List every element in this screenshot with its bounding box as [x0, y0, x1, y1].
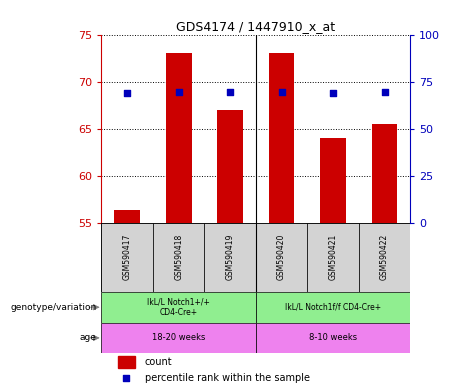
Bar [114, 210, 140, 223]
Title: GDS4174 / 1447910_x_at: GDS4174 / 1447910_x_at [176, 20, 336, 33]
Bar [256, 223, 307, 292]
Bar [307, 223, 359, 292]
Bar [359, 223, 410, 292]
Text: genotype/variation: genotype/variation [11, 303, 97, 312]
Text: GSM590418: GSM590418 [174, 234, 183, 280]
Bar [320, 138, 346, 223]
Text: GSM590420: GSM590420 [277, 234, 286, 280]
Text: GSM590417: GSM590417 [123, 234, 132, 280]
Point [329, 90, 337, 96]
Bar [153, 223, 204, 292]
Point [175, 89, 183, 95]
Bar [269, 53, 295, 223]
Point [381, 89, 388, 95]
Bar [101, 292, 256, 323]
Text: 8-10 weeks: 8-10 weeks [309, 333, 357, 343]
Bar [101, 223, 153, 292]
Bar [372, 124, 397, 223]
Text: age: age [80, 333, 97, 343]
Text: GSM590419: GSM590419 [225, 234, 235, 280]
Bar [256, 323, 410, 353]
Text: 18-20 weeks: 18-20 weeks [152, 333, 205, 343]
Text: percentile rank within the sample: percentile rank within the sample [145, 373, 310, 383]
Point [226, 89, 234, 95]
Bar [204, 223, 256, 292]
Bar [256, 292, 410, 323]
Bar [101, 323, 256, 353]
Point [278, 89, 285, 95]
Text: IkL/L Notch1f/f CD4-Cre+: IkL/L Notch1f/f CD4-Cre+ [285, 303, 381, 312]
Text: IkL/L Notch1+/+
CD4-Cre+: IkL/L Notch1+/+ CD4-Cre+ [147, 298, 210, 317]
Point [124, 90, 131, 96]
Text: count: count [145, 357, 172, 367]
Bar [118, 356, 135, 368]
Text: GSM590421: GSM590421 [329, 234, 337, 280]
Text: GSM590422: GSM590422 [380, 234, 389, 280]
Bar [166, 53, 191, 223]
Bar [217, 110, 243, 223]
Point [123, 375, 130, 381]
